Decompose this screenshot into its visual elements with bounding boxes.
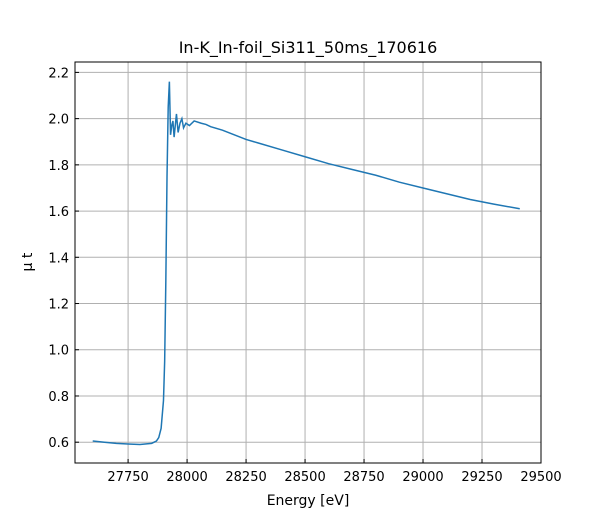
x-tick-label: 27750 xyxy=(107,470,148,485)
x-tick-label: 28000 xyxy=(166,470,207,485)
y-tick-label: 1.6 xyxy=(48,205,69,220)
x-tick-label: 28250 xyxy=(225,470,266,485)
x-tick-label: 29250 xyxy=(461,470,502,485)
y-tick-label: 1.4 xyxy=(48,251,69,266)
y-tick-label: 1.2 xyxy=(48,298,69,313)
y-axis-label: μ t xyxy=(20,252,36,271)
y-tick-label: 0.8 xyxy=(48,390,69,405)
x-tick-label: 28750 xyxy=(343,470,384,485)
chart-title: In-K_In-foil_Si311_50ms_170616 xyxy=(179,38,438,58)
plot-frame xyxy=(74,61,542,464)
y-tick-label: 0.6 xyxy=(48,436,69,451)
y-tick-label: 2.2 xyxy=(48,66,69,81)
y-tick-label: 1.0 xyxy=(48,344,69,359)
x-axis-label: Energy [eV] xyxy=(267,493,350,509)
y-tick-label: 1.8 xyxy=(48,159,69,174)
x-tick-label: 29000 xyxy=(402,470,443,485)
y-tick-label: 2.0 xyxy=(48,113,69,128)
x-tick-label: 28500 xyxy=(284,470,325,485)
x-tick-label: 29500 xyxy=(520,470,561,485)
data-line xyxy=(92,81,520,446)
